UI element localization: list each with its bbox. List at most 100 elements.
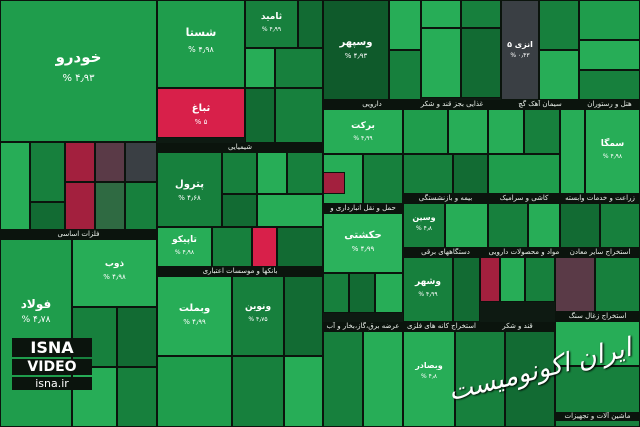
tile-vasapa[interactable]: وسپهر ۴٫۹۳ % [323, 0, 389, 100]
tile-small[interactable] [257, 152, 287, 194]
tile-petrol[interactable]: پترول ۴٫۶۸ % [157, 152, 222, 227]
tile-barakat[interactable]: برکت ۴٫۹۹ % [323, 109, 403, 154]
tile-small[interactable] [421, 28, 461, 98]
tile-shasta2[interactable]: حکشتی ۴٫۹۹ % [323, 213, 403, 273]
tile-simorgh[interactable]: سمگا ۴٫۹۸ % [585, 109, 640, 194]
tile-small[interactable] [0, 142, 30, 230]
tile-sabagh[interactable]: ثباغ ۵ % [157, 88, 245, 138]
tile-small[interactable] [222, 194, 257, 227]
tile-small[interactable] [65, 142, 95, 182]
tile-tamid[interactable]: ثامید ۴٫۹۹ % [245, 0, 298, 48]
tile-small[interactable] [157, 356, 232, 427]
tile-small[interactable] [252, 227, 277, 267]
tile-small[interactable] [95, 142, 125, 182]
tile-symbol: سمگا [600, 139, 625, 149]
tile-symbol: ثباغ [191, 103, 211, 114]
tile-vshahr[interactable]: وشهر ۴٫۹۹ % [403, 257, 453, 322]
tile-small[interactable] [560, 109, 585, 194]
tile-small[interactable] [461, 0, 501, 28]
tile-small[interactable] [403, 154, 453, 194]
tile-vesin[interactable]: وسین ۴٫۸ % [403, 203, 445, 248]
sector-label: استخراج کانه های فلزی [403, 322, 480, 331]
tile-foolad[interactable]: فولاد ۴٫۷۸ % [0, 239, 72, 427]
tile-small[interactable] [525, 257, 555, 302]
tile-small[interactable] [212, 227, 252, 267]
tile-small[interactable] [375, 273, 403, 313]
sector-label: قند و شکر [480, 322, 555, 331]
tile-small[interactable] [555, 257, 595, 312]
tile-small[interactable] [453, 154, 488, 194]
tile-small[interactable] [579, 40, 640, 70]
tile-small[interactable] [480, 257, 500, 302]
tile-percent: ۴٫۹۳ % [62, 73, 95, 84]
tile-small[interactable] [275, 48, 323, 88]
tile-anzali[interactable]: انزی ۵ ۰٫۴۳ % [501, 0, 539, 100]
tile-small[interactable] [277, 227, 323, 267]
tile-small[interactable] [117, 307, 157, 367]
tile-small[interactable] [349, 273, 375, 313]
tile-shasta[interactable]: شستا ۴٫۹۸ % [157, 0, 245, 88]
tile-small[interactable] [232, 356, 284, 427]
tile-vanovin[interactable]: ونوین ۴٫۷۵ % [232, 276, 284, 356]
tile-small[interactable] [245, 48, 275, 88]
tile-small[interactable] [595, 257, 640, 312]
tile-small[interactable] [524, 109, 560, 154]
tile-small[interactable] [30, 202, 65, 230]
tile-small[interactable] [579, 0, 640, 40]
tile-percent: ۴٫۷۸ % [21, 315, 51, 325]
tile-small[interactable] [555, 321, 640, 366]
tile-small[interactable] [560, 203, 600, 248]
tile-tapikho[interactable]: تاپیکو ۴٫۹۸ % [157, 227, 212, 267]
tile-small[interactable] [323, 172, 345, 194]
tile-small[interactable] [284, 356, 323, 427]
tile-small[interactable] [403, 109, 448, 154]
tile-small[interactable] [125, 182, 157, 230]
tile-small[interactable] [600, 203, 640, 248]
tile-small[interactable] [539, 50, 579, 100]
tile-symbol: حکشتی [344, 230, 382, 241]
tile-small[interactable] [363, 154, 403, 204]
tile-small[interactable] [323, 331, 363, 427]
tile-small[interactable] [275, 88, 323, 143]
tile-vebmelt[interactable]: وبملت ۴٫۹۹ % [157, 276, 232, 356]
tile-small[interactable] [579, 70, 640, 100]
tile-small[interactable] [528, 203, 560, 248]
tile-percent: ۴٫۹۹ % [261, 26, 282, 33]
tile-small[interactable] [539, 0, 579, 50]
tile-symbol: خودرو [55, 48, 102, 66]
tile-percent: ۴٫۸ % [415, 225, 432, 232]
tile-percent: ۴٫۹۹ % [418, 291, 438, 298]
tile-small[interactable] [117, 367, 157, 427]
tile-small[interactable] [488, 109, 524, 154]
tile-small[interactable] [389, 0, 421, 50]
tile-small[interactable] [257, 194, 323, 227]
tile-small[interactable] [245, 88, 275, 143]
tile-small[interactable] [448, 109, 488, 154]
tile-small[interactable] [500, 257, 525, 302]
tile-small[interactable] [30, 142, 65, 202]
tile-small[interactable] [488, 154, 560, 194]
tile-small[interactable] [284, 276, 323, 356]
tile-small[interactable] [445, 203, 488, 248]
tile-small[interactable] [95, 182, 125, 230]
tile-vebsader[interactable]: وبصادر ۴٫۸ % [403, 331, 455, 427]
tile-small[interactable] [125, 142, 157, 182]
tile-zob[interactable]: ذوب ۴٫۹۸ % [72, 239, 157, 307]
tile-percent: ۵ % [194, 118, 208, 126]
tile-small[interactable] [65, 182, 95, 230]
tile-small[interactable] [461, 28, 501, 98]
sector-label: بیمه و بازنشستگی [403, 194, 488, 203]
tile-small[interactable] [389, 50, 421, 100]
sector-label: زراعت و خدمات وابسته [560, 194, 640, 203]
tile-small[interactable] [488, 203, 528, 248]
tile-khodro[interactable]: خودرو ۴٫۹۳ % [0, 0, 157, 142]
tile-small[interactable] [323, 273, 349, 313]
tile-small[interactable] [363, 331, 403, 427]
tile-small[interactable] [298, 0, 323, 48]
tile-small[interactable] [222, 152, 257, 194]
tile-small[interactable] [421, 0, 461, 28]
tile-small[interactable] [453, 257, 480, 322]
sector-label: شیمیایی [157, 143, 323, 152]
tile-small[interactable] [287, 152, 323, 194]
tile-small[interactable] [72, 307, 117, 367]
